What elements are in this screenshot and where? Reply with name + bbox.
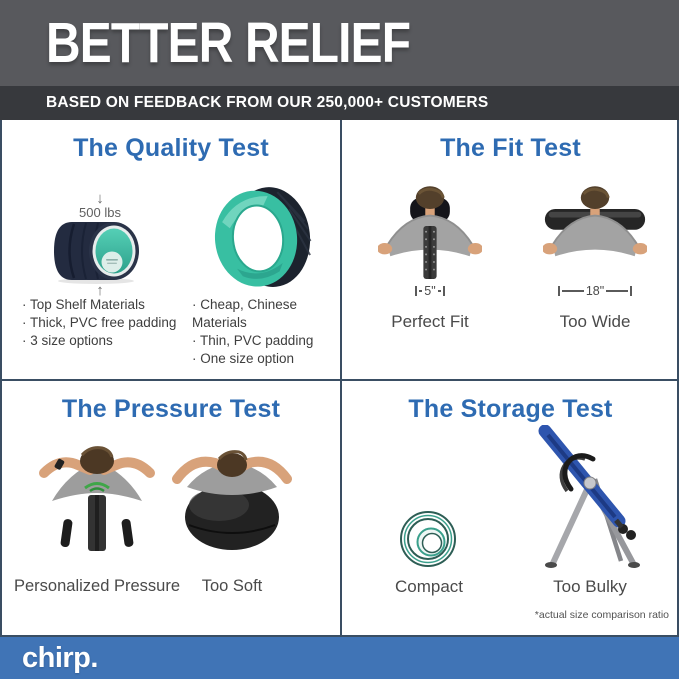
chirp-logo: chirp. xyxy=(22,641,98,674)
measure-value: 5" xyxy=(424,284,436,298)
quality-good-list: Top Shelf MaterialsThick, PVC free paddi… xyxy=(22,296,176,350)
personalized-pressure-photo xyxy=(39,446,155,551)
compact-wheels-image xyxy=(400,511,456,567)
sub-banner: BASED ON FEEDBACK FROM OUR 250,000+ CUST… xyxy=(0,86,679,120)
quality-bad-list: Cheap, Chinese MaterialsThin, PVC paddin… xyxy=(192,296,340,368)
list-item: One size option xyxy=(192,350,340,368)
list-item: Cheap, Chinese Materials xyxy=(192,296,340,332)
too-soft-figure: Too Soft xyxy=(167,439,297,596)
fit-test-panel: The Fit Test xyxy=(342,120,679,379)
pressure-test-title: The Pressure Test xyxy=(61,395,281,423)
comparison-grid: The Quality Test ↓ 500 lbs xyxy=(0,120,679,637)
perfect-fit-figure: 5" Perfect Fit xyxy=(375,186,485,332)
inversion-table-image xyxy=(538,425,640,568)
chirp-wheel-image xyxy=(54,222,139,284)
compact-figure: Compact xyxy=(394,509,464,597)
fit-right-caption: Too Wide xyxy=(559,312,631,331)
load-label: 500 lbs xyxy=(79,205,121,220)
list-item: 3 size options xyxy=(22,332,176,350)
width-measure: 18" xyxy=(557,284,633,298)
too-bulky-figure: Too Bulky xyxy=(512,425,668,597)
footnote: *actual size comparison ratio xyxy=(534,609,669,621)
horizontal-divider xyxy=(2,379,679,381)
personalized-pressure-figure: Personalized Pressure xyxy=(14,439,180,596)
fit-test-title: The Fit Test xyxy=(440,134,581,162)
storage-right-caption: Too Bulky xyxy=(553,577,627,596)
list-item: Thin, PVC padding xyxy=(192,332,340,350)
quality-test-title: The Quality Test xyxy=(73,134,269,162)
pressure-test-panel: The Pressure Test Personalized Pre xyxy=(2,381,340,637)
header-banner: BETTER RELIEF xyxy=(0,0,679,86)
list-item: Thick, PVC free padding xyxy=(22,314,176,332)
measure-value: 18" xyxy=(585,284,605,298)
generic-wheel-image xyxy=(214,187,312,287)
list-item: Top Shelf Materials xyxy=(22,296,176,314)
storage-left-caption: Compact xyxy=(394,577,464,596)
footer-banner: chirp. xyxy=(0,637,679,679)
quality-test-panel: The Quality Test ↓ 500 lbs xyxy=(2,120,340,379)
generic-wheel-figure xyxy=(210,186,314,290)
storage-test-panel: The Storage Test Compact xyxy=(342,381,679,637)
up-arrow-icon: ↑ xyxy=(96,282,104,299)
too-soft-photo xyxy=(172,450,292,550)
too-wide-figure: 18" Too Wide xyxy=(540,186,650,332)
storage-test-title: The Storage Test xyxy=(408,395,613,423)
pressure-left-caption: Personalized Pressure xyxy=(14,577,180,595)
width-measure: 5" xyxy=(415,284,445,298)
fit-left-caption: Perfect Fit xyxy=(391,312,469,331)
pressure-right-caption: Too Soft xyxy=(201,577,263,595)
down-arrow-icon: ↓ xyxy=(96,190,104,207)
vertical-divider xyxy=(340,120,342,637)
sub-banner-text: BASED ON FEEDBACK FROM OUR 250,000+ CUST… xyxy=(46,94,489,111)
too-wide-photo xyxy=(543,186,647,257)
page-title: BETTER RELIEF xyxy=(46,11,411,75)
perfect-fit-photo xyxy=(378,186,482,279)
chirp-wheel-figure: ↓ 500 lbs xyxy=(44,190,156,299)
